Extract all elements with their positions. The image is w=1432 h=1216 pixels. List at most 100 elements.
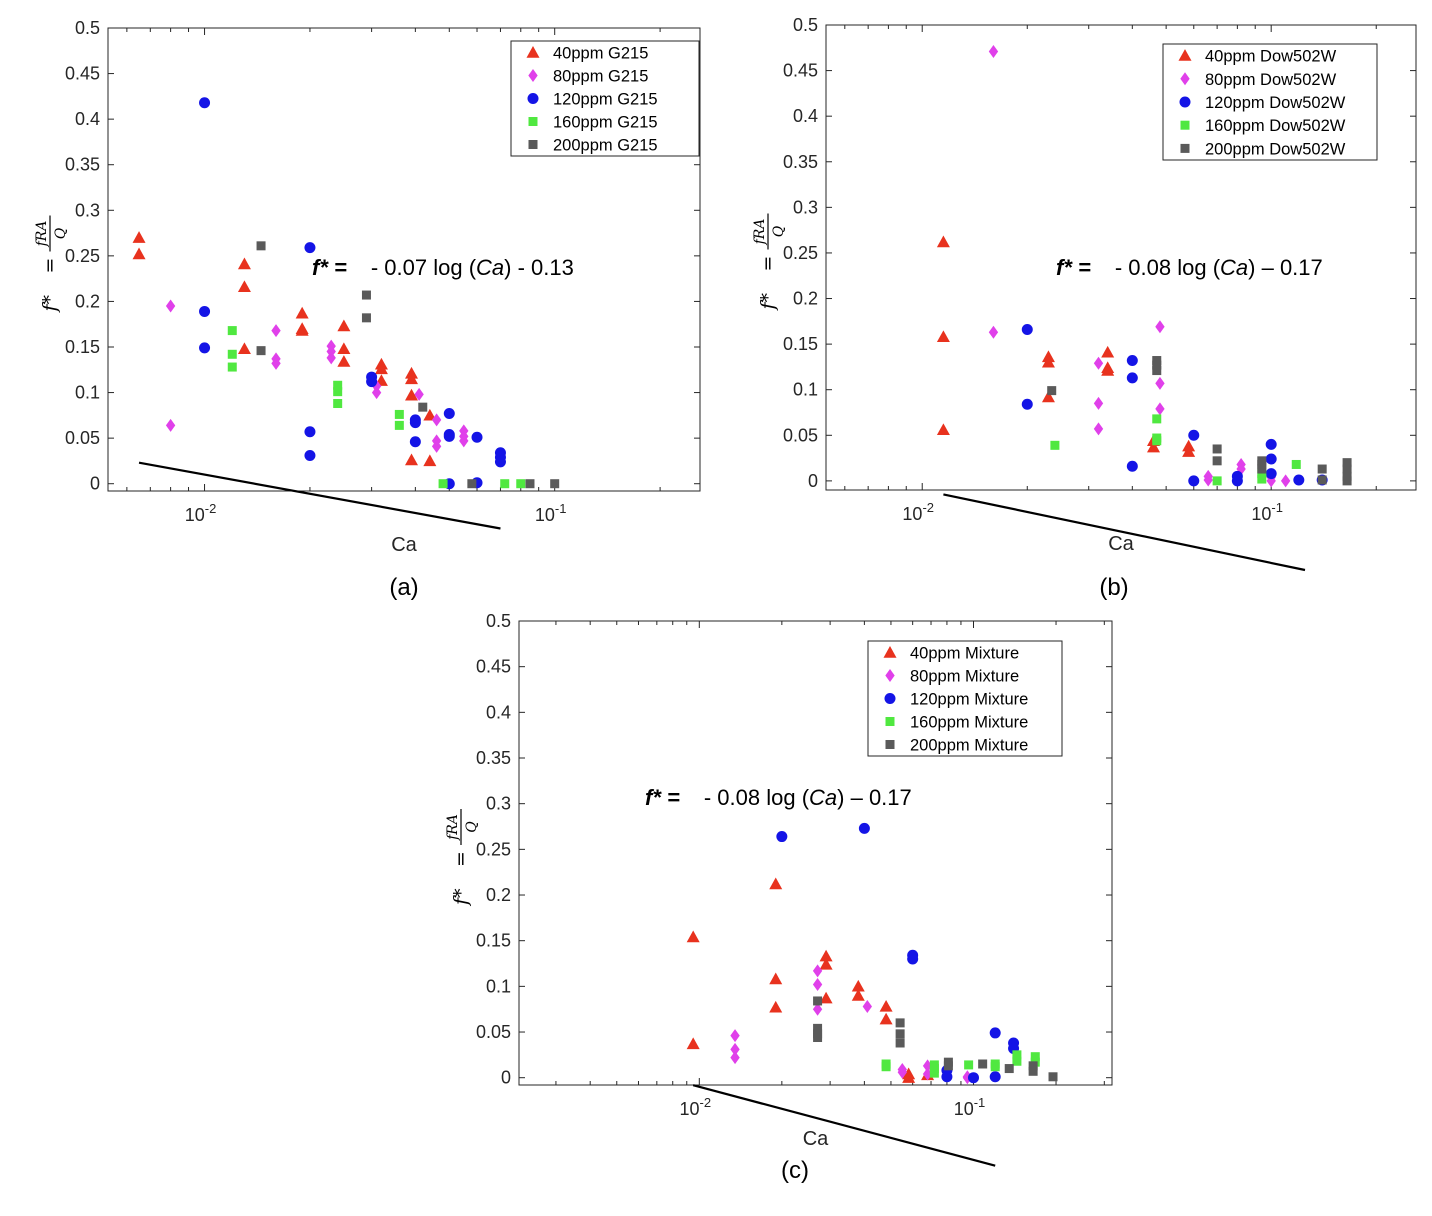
data-point [1212, 456, 1222, 466]
data-point [256, 241, 266, 251]
data-point [1147, 440, 1161, 453]
data-point [431, 439, 442, 453]
data-point [858, 822, 870, 834]
y-tick-label: 0.3 [793, 197, 818, 217]
y-tick-label: 0.25 [783, 243, 818, 263]
data-point [227, 362, 237, 372]
data-point [819, 991, 833, 1004]
y-tick-label: 0.4 [486, 702, 511, 722]
x-axis-label: Ca [391, 534, 417, 556]
data-point [1188, 429, 1200, 441]
data-point [199, 305, 211, 317]
data-point [812, 1002, 823, 1016]
legend-marker [526, 46, 540, 58]
data-point [769, 1000, 783, 1013]
data-point [1093, 396, 1104, 410]
legend-marker [528, 69, 538, 82]
data-point [333, 387, 343, 397]
data-point [132, 231, 146, 243]
fit-line [138, 461, 501, 530]
legend-entry: 80ppm G215 [553, 68, 648, 86]
data-point [686, 930, 700, 943]
data-point [813, 1023, 823, 1033]
data-point [165, 299, 176, 313]
y-axis-label-lhs: f* [757, 292, 779, 311]
legend: 40ppm Mixture 80ppm Mixture 120ppm Mixture… [867, 640, 1063, 757]
data-point [686, 1037, 700, 1050]
data-point [936, 235, 950, 248]
data-point [237, 342, 251, 355]
data-point [862, 999, 873, 1013]
y-tick-label: 0.35 [783, 152, 818, 172]
data-point [1047, 386, 1057, 396]
y-axis-label-numerator: fRA [445, 814, 461, 841]
legend-entry: 200ppm G215 [553, 137, 658, 155]
y-axis-label-denominator: Q [464, 821, 480, 833]
data-point [431, 413, 442, 427]
data-point [361, 290, 371, 300]
y-tick-label: 0.15 [783, 334, 818, 354]
data-point [237, 257, 251, 270]
legend-entry: 200ppm Mixture [910, 737, 1028, 755]
y-axis-label-numerator: fRA [34, 221, 50, 248]
y-tick-label: 0.4 [793, 106, 818, 126]
data-point [199, 97, 211, 109]
data-point [989, 1027, 1001, 1039]
data-point [494, 456, 506, 468]
fit-line [692, 1084, 996, 1167]
data-point [1152, 356, 1162, 366]
data-point [1317, 464, 1327, 474]
data-point [1101, 364, 1115, 376]
data-point [1257, 459, 1267, 469]
data-point [304, 242, 316, 254]
data-point [271, 324, 281, 338]
series-200ppm [1047, 356, 1352, 486]
y-tick-label: 0.25 [476, 839, 511, 859]
data-point [813, 1033, 823, 1043]
data-point [812, 978, 823, 992]
data-point [423, 454, 437, 467]
data-point [819, 949, 833, 962]
data-point [769, 877, 783, 890]
data-point [1212, 476, 1222, 486]
y-tick-label: 0.35 [476, 748, 511, 768]
data-point [1126, 460, 1138, 472]
y-axis-label-eq: = [450, 851, 472, 867]
y-axis-label-denominator: Q [771, 225, 787, 237]
data-point [1030, 1052, 1040, 1062]
data-point [1028, 1066, 1038, 1076]
data-point [333, 399, 343, 409]
data-point [1012, 1056, 1022, 1066]
legend: 40ppm G215 80ppm G215 120ppm G215 160ppm G2… [510, 40, 700, 157]
data-point [1182, 445, 1196, 457]
data-point [295, 306, 309, 319]
y-tick-label: 0.05 [476, 1022, 511, 1042]
data-point [237, 280, 251, 293]
data-point [1257, 469, 1267, 479]
x-axis-label: Ca [1108, 533, 1134, 555]
legend-marker [1178, 49, 1192, 61]
data-point [361, 313, 371, 323]
y-tick-label: 0.05 [65, 428, 100, 448]
data-point [730, 1029, 740, 1043]
data-point [1028, 1061, 1038, 1071]
data-point [525, 479, 535, 489]
data-point [881, 1062, 891, 1072]
data-point [409, 417, 421, 429]
series-80ppm [165, 299, 469, 453]
data-point [443, 408, 455, 420]
panel-label: (a) [389, 574, 418, 601]
data-point [471, 431, 483, 443]
y-tick-label: 0.2 [486, 885, 511, 905]
data-point [304, 426, 316, 438]
data-point [776, 831, 788, 843]
data-point [1093, 422, 1104, 436]
data-point [405, 372, 419, 385]
legend-marker [885, 669, 895, 682]
y-axis-label-eq: = [757, 256, 779, 272]
data-point [895, 1018, 905, 1028]
panel-label: (b) [1099, 574, 1128, 601]
data-point [1293, 474, 1305, 486]
y-tick-label: 0.15 [65, 337, 100, 357]
